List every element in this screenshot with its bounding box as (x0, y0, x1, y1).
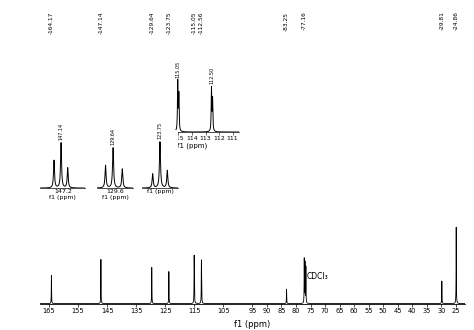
Text: 147.14: 147.14 (59, 123, 64, 140)
Text: -29.81: -29.81 (439, 12, 444, 30)
Text: -129.64: -129.64 (149, 12, 154, 34)
X-axis label: f1 (ppm): f1 (ppm) (146, 189, 173, 194)
Text: -77.16: -77.16 (302, 12, 307, 30)
Text: -83.25: -83.25 (284, 12, 289, 31)
Text: CDCl₃: CDCl₃ (306, 272, 328, 281)
Text: 112.50: 112.50 (210, 67, 215, 84)
X-axis label: f1 (ppm): f1 (ppm) (177, 143, 207, 149)
Text: 115.05: 115.05 (175, 61, 180, 78)
Text: -123.75: -123.75 (166, 12, 172, 34)
Text: 129.64: 129.64 (110, 128, 116, 146)
X-axis label: f1 (ppm): f1 (ppm) (234, 320, 271, 329)
Text: -164.17: -164.17 (49, 12, 54, 34)
Text: -112.56: -112.56 (199, 12, 204, 34)
X-axis label: 129.6
f1 (ppm): 129.6 f1 (ppm) (101, 189, 128, 200)
Text: -115.05: -115.05 (191, 12, 197, 34)
Text: -24.86: -24.86 (454, 12, 459, 30)
Text: 123.75: 123.75 (157, 122, 163, 139)
X-axis label: 147.2
f1 (ppm): 147.2 f1 (ppm) (49, 189, 76, 200)
Text: -147.14: -147.14 (99, 12, 103, 34)
